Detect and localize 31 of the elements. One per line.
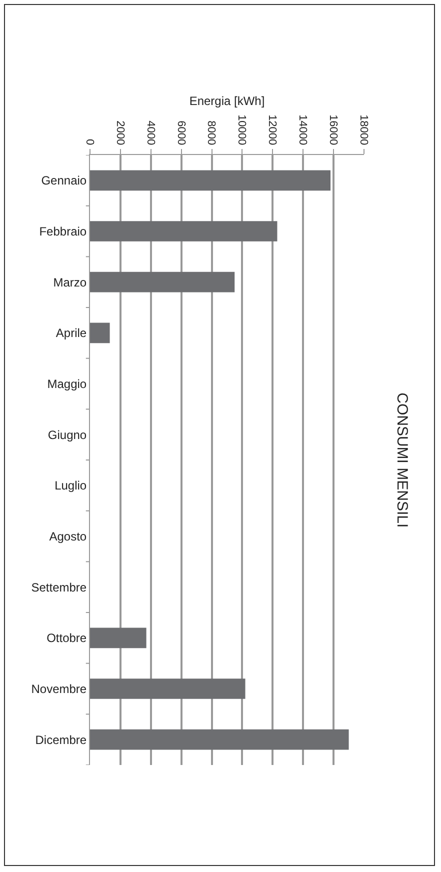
y-tick-label: Agosto [49, 529, 87, 544]
x-tick-label: 6000 [174, 120, 187, 146]
x-axis-title: Energia [kWh] [189, 94, 265, 108]
y-tick-label: Aprile [56, 326, 87, 340]
x-tick-label: 2000 [114, 120, 126, 146]
y-tick-label: Febbraio [39, 224, 87, 238]
x-tick-label: 16000 [326, 114, 339, 146]
x-tick-label: 14000 [296, 114, 309, 146]
y-tick-label: Giugno [48, 428, 87, 442]
y-tick-label: Novembre [31, 682, 87, 696]
bar [90, 729, 349, 750]
x-tick-label: 18000 [357, 114, 370, 146]
x-tick-label: 0 [83, 139, 96, 146]
bar [90, 628, 146, 648]
y-tick-label: Dicembre [35, 732, 87, 747]
bar [90, 221, 278, 242]
bar [90, 272, 235, 292]
x-tick-label: 10000 [236, 114, 248, 146]
bar [90, 170, 331, 191]
y-tick-label: Maggio [47, 376, 87, 391]
y-tick-label: Gennaio [41, 174, 87, 188]
y-tick-label: Ottobre [46, 631, 87, 646]
y-tick-label: Marzo [53, 275, 87, 290]
y-tick-label: Settembre [31, 580, 87, 594]
text: CONSUMI MENSILI [393, 392, 410, 528]
y-tick-label: Luglio [54, 478, 87, 493]
x-tick-label: 12000 [266, 114, 278, 146]
bar [90, 678, 246, 699]
x-tick-label: 4000 [144, 120, 156, 146]
x-tick-label: 8000 [205, 120, 218, 146]
bar [90, 322, 110, 344]
